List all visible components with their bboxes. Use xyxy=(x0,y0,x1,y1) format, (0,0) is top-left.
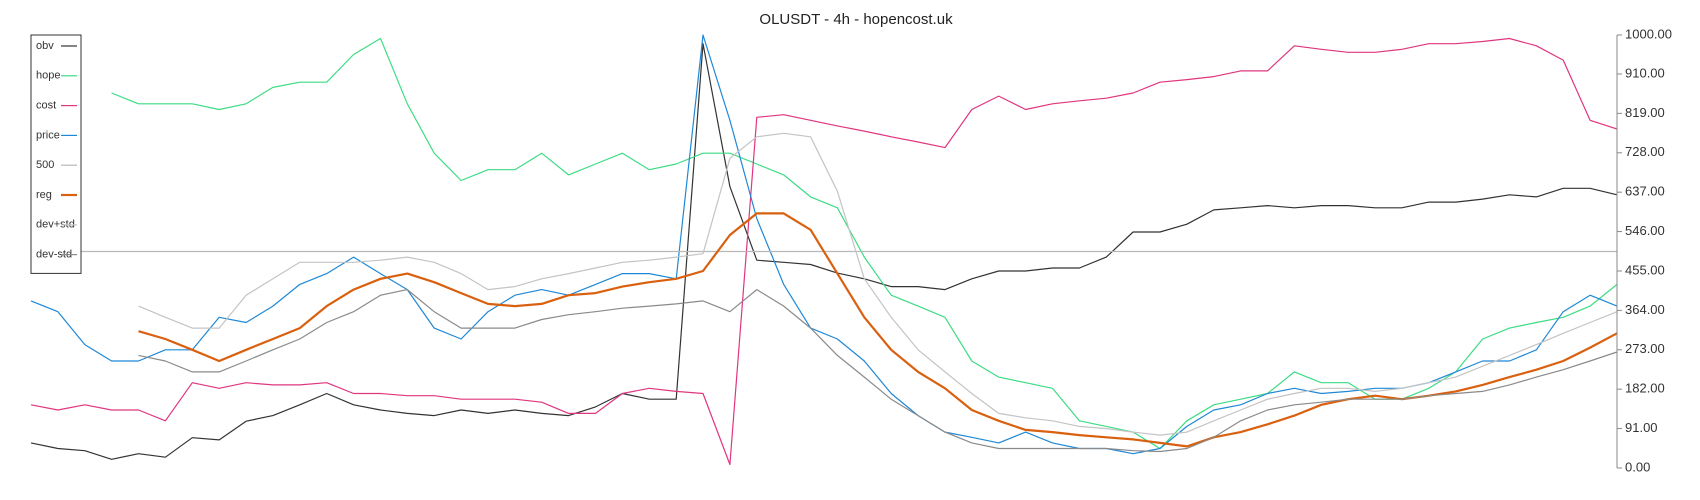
y-tick-label: 546.00 xyxy=(1625,223,1665,238)
y-tick-label: 910.00 xyxy=(1625,65,1665,80)
series-line xyxy=(30,43,1618,460)
y-tick-label: 0.00 xyxy=(1625,459,1650,474)
y-tick-label: 364.00 xyxy=(1625,302,1665,317)
y-tick-label: 91.00 xyxy=(1625,420,1658,435)
legend-label[interactable]: cost xyxy=(36,100,56,112)
legend-label[interactable]: obv xyxy=(36,40,54,52)
chart-title: OLUSDT - 4h - hopencost.uk xyxy=(759,11,953,28)
series-line xyxy=(30,37,1618,466)
legend[interactable]: obv hope cost price 500 reg dev+std dev-std xyxy=(30,34,82,274)
y-tick-label: 728.00 xyxy=(1625,144,1665,159)
legend-label[interactable]: dev-std xyxy=(36,249,72,261)
plot-area xyxy=(30,34,1618,466)
series-line xyxy=(138,132,1618,436)
series-line xyxy=(138,212,1618,448)
y-tick-label: 819.00 xyxy=(1625,105,1665,120)
y-tick-label: 455.00 xyxy=(1625,262,1665,277)
series-line xyxy=(111,37,1618,450)
legend-label[interactable]: 500 xyxy=(36,159,54,171)
y-axis: 0.00 91.00 182.00 273.00 364.00 455.00 546.00 6… xyxy=(1616,26,1672,474)
legend-box xyxy=(30,34,82,274)
legend-label[interactable]: reg xyxy=(36,189,52,201)
y-tick-label: 182.00 xyxy=(1625,381,1665,396)
y-tick-label: 637.00 xyxy=(1625,184,1665,199)
legend-label[interactable]: price xyxy=(36,129,60,141)
y-tick-label: 1000.00 xyxy=(1625,26,1672,41)
legend-label[interactable]: dev+std xyxy=(36,219,75,231)
legend-label[interactable]: hope xyxy=(36,70,60,82)
series-line xyxy=(30,34,1618,455)
y-tick-label: 273.00 xyxy=(1625,341,1665,356)
series-line xyxy=(138,289,1618,453)
